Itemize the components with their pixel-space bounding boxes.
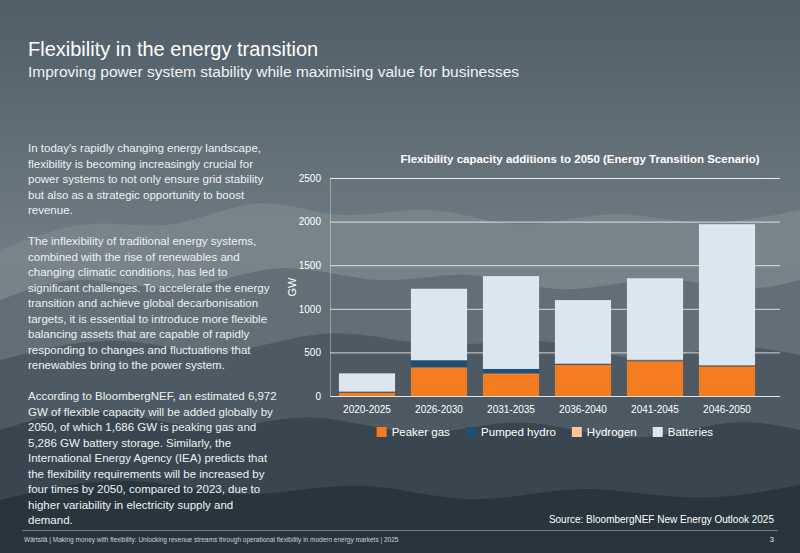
bar-segment — [699, 224, 755, 365]
x-tick-label: 2036-2040 — [559, 404, 607, 415]
paragraph: The inflexibility of traditional energy … — [28, 234, 280, 374]
background — [0, 0, 800, 553]
footer-text: Wärtsilä | Making money with flexibility… — [24, 536, 398, 543]
x-tick: 2046-2050 — [703, 404, 751, 415]
bar-segment — [339, 393, 395, 396]
x-tick: 2041-2045 — [631, 404, 679, 415]
x-tick: 2026-2030 — [415, 404, 463, 415]
x-tick-label: 2020-2025 — [343, 404, 391, 415]
paragraph: In today's rapidly changing energy lands… — [28, 141, 280, 219]
legend-item: Pumped hydro — [466, 426, 556, 438]
chart-title: Flexibility capacity additions to 2050 (… — [400, 153, 759, 165]
legend-label: Peaker gas — [392, 426, 450, 438]
x-tick: 2020-2025 — [343, 404, 391, 415]
page-subtitle: Improving power system stability while m… — [28, 63, 519, 81]
bar-segment — [411, 367, 467, 396]
legend-item: Hydrogen — [572, 426, 637, 438]
series-0 — [339, 361, 755, 396]
legend-swatch — [572, 427, 582, 437]
x-axis: 2020-2025 2026-2030 2031-2035 2036-2040 2041… — [343, 404, 751, 415]
bar-segment — [411, 360, 467, 367]
page-title: Flexibility in the energy transition — [28, 38, 318, 61]
series-1 — [339, 360, 755, 392]
bar-segment — [411, 289, 467, 361]
bars — [339, 224, 755, 396]
footer-rule — [22, 530, 778, 531]
series-3 — [339, 224, 755, 391]
x-tick-label: 2041-2045 — [631, 404, 679, 415]
legend-item: Peaker gas — [377, 426, 450, 438]
y-tick-label: 0 — [315, 391, 321, 402]
mountain-ridge — [0, 268, 800, 553]
bar-segment — [555, 365, 611, 396]
legend-swatch — [377, 427, 387, 437]
x-tick-label: 2026-2030 — [415, 404, 463, 415]
bar-segment — [483, 373, 539, 396]
grid-line — [330, 178, 780, 179]
y-tick-label: 2500 — [299, 173, 322, 184]
bar-segment — [699, 366, 755, 396]
bar-segment — [699, 365, 755, 367]
bar-segment — [483, 369, 539, 373]
y-tick-label: 500 — [304, 347, 321, 358]
grid-line — [330, 222, 780, 223]
y-tick: 2500 — [299, 173, 780, 184]
bar-segment — [627, 278, 683, 360]
grid-line — [330, 396, 780, 397]
y-tick-label: 2000 — [299, 216, 322, 227]
chart: Flexibility capacity additions to 2050 (… — [286, 153, 780, 438]
legend-swatch — [653, 427, 663, 437]
bar-segment — [627, 360, 683, 362]
bar-segment — [627, 361, 683, 396]
y-tick-label: 1000 — [299, 304, 322, 315]
page-number: 3 — [770, 535, 774, 544]
source-note: Source: BloombergNEF New Energy Outlook … — [549, 514, 774, 525]
mountain-ridge — [0, 203, 800, 553]
bar-segment — [483, 276, 539, 369]
y-axis: 0 500 1000 1500 2000 2500 — [299, 173, 780, 402]
x-tick: 2036-2040 — [559, 404, 607, 415]
paragraph: According to BloombergNEF, an estimated … — [28, 389, 280, 529]
bar-segment — [339, 373, 395, 391]
legend: Peaker gas Pumped hydro Hydrogen Batteries — [377, 426, 714, 438]
bar-segment — [555, 300, 611, 364]
legend-label: Hydrogen — [587, 426, 637, 438]
y-axis-line — [331, 179, 781, 397]
y-axis-title: GW — [286, 277, 298, 297]
legend-item: Batteries — [653, 426, 714, 438]
legend-label: Batteries — [668, 426, 714, 438]
legend-swatch — [466, 427, 476, 437]
body-text: In today's rapidly changing energy lands… — [28, 141, 280, 544]
x-tick-label: 2046-2050 — [703, 404, 751, 415]
x-tick: 2031-2035 — [487, 404, 535, 415]
legend-label: Pumped hydro — [481, 426, 556, 438]
y-tick-label: 1500 — [299, 260, 322, 271]
x-tick-label: 2031-2035 — [487, 404, 535, 415]
